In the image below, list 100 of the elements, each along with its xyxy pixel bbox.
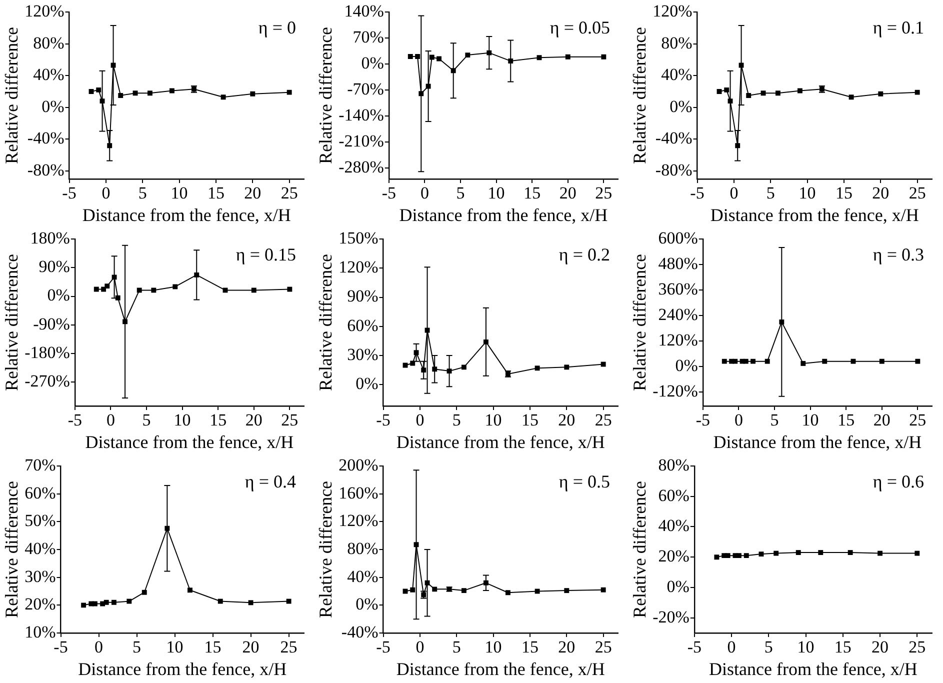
y-tick-label: 0% — [675, 356, 698, 376]
y-tick-label: 120% — [652, 1, 692, 20]
x-tick-label: 5 — [452, 638, 461, 657]
x-tick-label: 0 — [94, 638, 104, 657]
point — [565, 54, 570, 60]
y-tick-label: 60% — [347, 316, 378, 335]
point — [115, 295, 120, 300]
y-tick-label: 140% — [344, 1, 384, 20]
y-tick-label: 150% — [338, 228, 378, 248]
y-axis-title: Relative difference — [630, 480, 650, 618]
annotation: η = 0.1 — [872, 18, 924, 38]
x-tick-label: 25 — [281, 410, 298, 430]
x-tick-label: -5 — [62, 184, 76, 203]
y-axis-title: Relative difference — [2, 254, 22, 392]
y-tick-label: 80% — [347, 538, 378, 558]
x-axis-title: Distance from the fence, x/H — [78, 658, 287, 679]
x-tick-label: 25 — [280, 638, 298, 657]
y-tick-label: 160% — [338, 483, 378, 502]
y-tick-label: 60% — [658, 486, 690, 505]
y-tick-label: 20% — [24, 594, 56, 614]
y-tick-label: -280% — [338, 157, 384, 176]
y-tick-label: 90% — [347, 286, 378, 306]
y-tick-label: 0% — [42, 96, 64, 116]
y-axis-title: Relative difference — [316, 254, 336, 392]
x-tick-label: 5 — [452, 410, 461, 430]
x-tick-label: 15 — [835, 184, 852, 203]
y-tick-label: 120% — [338, 258, 378, 277]
y-tick-label: 10% — [24, 622, 56, 642]
point — [850, 358, 856, 364]
y-tick-label: -140% — [338, 105, 384, 124]
y-tick-label: 50% — [24, 511, 56, 530]
x-tick-label: 10 — [484, 410, 502, 430]
y-axis-title: Relative difference — [630, 254, 650, 392]
y-tick-label: -70% — [347, 79, 384, 98]
x-tick-label: 25 — [595, 184, 612, 203]
x-tick-label: 5 — [766, 184, 775, 203]
y-tick-label: 240% — [658, 305, 698, 324]
y-tick-label: -80% — [27, 160, 64, 180]
point — [800, 360, 806, 366]
x-tick-label: 20 — [872, 638, 889, 657]
y-tick-label: 0% — [356, 594, 378, 614]
point — [822, 358, 828, 364]
point — [600, 587, 606, 592]
point — [81, 602, 86, 608]
x-tick-label: 25 — [594, 638, 612, 657]
x-tick-label: 15 — [210, 410, 227, 430]
x-tick-label: 10 — [797, 638, 814, 657]
x-tick-label: 25 — [280, 184, 298, 203]
point — [775, 90, 780, 96]
point — [188, 588, 192, 593]
point — [287, 286, 292, 292]
point — [746, 93, 752, 98]
x-tick-label: 15 — [834, 638, 852, 657]
x-tick-label: 15 — [524, 184, 541, 203]
x-tick-label: -5 — [68, 410, 82, 430]
point — [286, 90, 292, 95]
x-tick-label: 25 — [909, 410, 926, 430]
point — [410, 360, 416, 366]
y-tick-label: -270% — [24, 372, 70, 391]
point — [914, 90, 920, 95]
y-axis-title: Relative difference — [316, 26, 336, 164]
y-tick-label: 70% — [24, 455, 56, 474]
x-tick-label: 25 — [594, 410, 612, 430]
x-tick-label: 10 — [166, 638, 184, 657]
x-tick-label: 25 — [908, 638, 926, 657]
x-tick-label: 5 — [138, 184, 147, 203]
y-tick-label: 40% — [658, 516, 690, 536]
y-tick-label: 60% — [24, 483, 56, 502]
y-tick-label: 600% — [658, 228, 698, 248]
y-tick-label: -20% — [652, 607, 690, 626]
y-tick-label: 120% — [338, 511, 378, 530]
point — [436, 56, 442, 62]
x-tick-label: 20 — [558, 410, 576, 430]
point — [126, 598, 132, 604]
point — [172, 284, 178, 290]
point — [220, 94, 226, 100]
point — [432, 586, 438, 592]
y-tick-label: 80% — [33, 33, 64, 52]
point — [716, 89, 722, 94]
x-tick-label: 20 — [873, 410, 890, 430]
x-tick-label: 15 — [521, 410, 538, 430]
annotation: η = 0.05 — [550, 18, 610, 38]
x-tick-label: 10 — [170, 184, 188, 203]
point — [797, 88, 802, 94]
point — [147, 90, 152, 96]
x-tick-label: -5 — [54, 638, 68, 657]
point — [218, 598, 223, 604]
x-axis-title: Distance from the fence, x/H — [396, 658, 605, 679]
y-tick-label: 30% — [347, 344, 378, 364]
x-axis-title: Distance from the fence, x/H — [713, 432, 922, 452]
x-tick-label: 15 — [838, 410, 855, 430]
point — [534, 588, 540, 594]
y-axis-title: Relative difference — [2, 26, 22, 164]
x-tick-label: 20 — [242, 638, 260, 657]
y-tick-label: 0% — [356, 374, 378, 394]
y-tick-label: 70% — [352, 27, 384, 46]
point — [250, 91, 256, 96]
point — [111, 600, 116, 605]
point — [564, 364, 570, 370]
point — [764, 358, 770, 364]
